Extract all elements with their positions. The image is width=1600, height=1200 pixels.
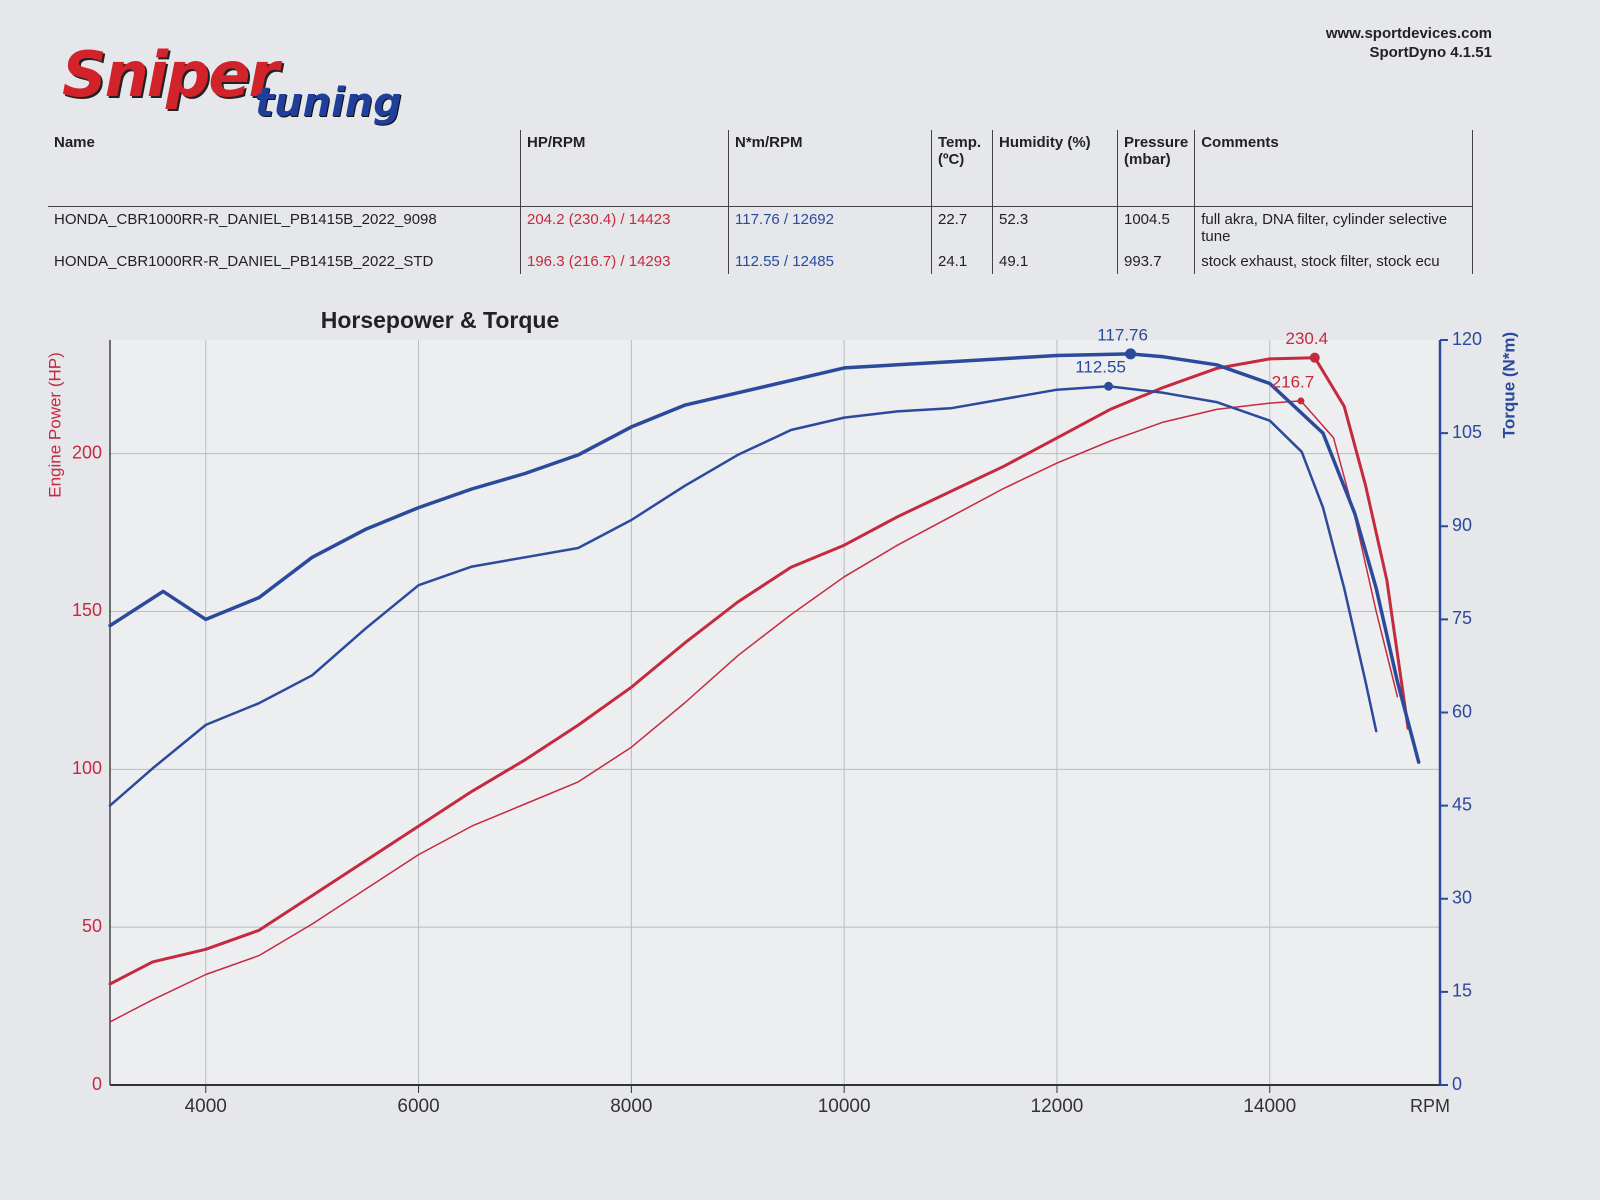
column-header: N*m/RPM — [728, 130, 932, 207]
y-tick-label: 150 — [72, 600, 102, 620]
table-cell: 1004.5 — [1117, 206, 1196, 249]
table-cell: HONDA_CBR1000RR-R_DANIEL_PB1415B_2022_90… — [48, 206, 521, 249]
x-tick-label: 4000 — [185, 1096, 227, 1117]
x-tick-label: 10000 — [818, 1096, 871, 1117]
table-cell: full akra, DNA filter, cylinder selectiv… — [1194, 206, 1474, 249]
column-header: Comments — [1194, 130, 1474, 207]
peak-marker — [1125, 348, 1137, 360]
y-tick-label: 0 — [92, 1074, 102, 1094]
data-line — [108, 356, 1410, 986]
results-table: Name HP/RPM N*m/RPM Temp. (ºC) Humidity (%) P… — [48, 130, 1474, 274]
chart-title: Horsepower & Torque — [321, 307, 560, 333]
plot-area — [110, 340, 1440, 1085]
column-header: Pressure (mbar) — [1117, 130, 1196, 207]
table-cell: 24.1 — [931, 249, 993, 274]
website: www.sportdevices.com — [1325, 25, 1492, 42]
y-tick-label: 200 — [72, 442, 102, 462]
table-cell: 22.7 — [931, 206, 993, 249]
x-tick-label: 6000 — [397, 1096, 439, 1117]
y2-tick-label: 90 — [1452, 515, 1472, 535]
y-tick-label: 50 — [82, 916, 102, 936]
column-header: Name — [48, 130, 521, 207]
peak-marker — [1309, 352, 1320, 363]
table-cell: 196.3 (216.7) / 14293 — [520, 249, 729, 274]
y2-tick-label: 120 — [1452, 329, 1482, 349]
table-cell: 117.76 / 12692 — [728, 206, 932, 249]
data-line — [108, 385, 1378, 807]
y2-tick-label: 105 — [1452, 422, 1482, 442]
y-tick-label: 100 — [72, 758, 102, 778]
header-row: Name HP/RPM N*m/RPM Temp. (ºC) Humidity (%) P… — [48, 130, 1474, 207]
software: SportDyno 4.1.51 — [1369, 44, 1492, 61]
data-line — [108, 352, 1421, 764]
y-axis-label: Engine Power (HP) — [45, 352, 64, 498]
x-tick-label: 8000 — [610, 1096, 652, 1117]
peak-label: 117.76 — [1097, 325, 1148, 344]
table-cell: 112.55 / 12485 — [728, 249, 932, 274]
y2-tick-label: 0 — [1452, 1074, 1462, 1094]
x-tick-label: 12000 — [1031, 1096, 1084, 1117]
logo: Sniper — [62, 38, 279, 111]
y2-tick-label: 60 — [1452, 701, 1472, 721]
peak-marker — [1297, 397, 1305, 405]
peak-label: 112.55 — [1075, 358, 1126, 377]
y2-tick-label: 45 — [1452, 794, 1472, 814]
table-cell: stock exhaust, stock filter, stock ecu — [1194, 249, 1474, 274]
column-header: Humidity (%) — [992, 130, 1118, 207]
table-cell: 993.7 — [1117, 249, 1196, 274]
peak-marker — [1104, 381, 1114, 391]
header-info: www.sportdevices.com SportDyno 4.1.51 — [1326, 24, 1492, 62]
x-tick-label: 14000 — [1243, 1096, 1296, 1117]
peak-label: 216.7 — [1272, 372, 1315, 391]
y2-tick-label: 30 — [1452, 888, 1472, 908]
table-row: HONDA_CBR1000RR-R_DANIEL_PB1415B_2022_ST… — [48, 249, 1474, 274]
y2-axis-label: Torque (N*m) — [1499, 332, 1518, 438]
column-header: HP/RPM — [520, 130, 729, 207]
data-line — [109, 400, 1399, 1023]
logo-sub: tuning — [255, 80, 402, 126]
table-cell: 49.1 — [992, 249, 1118, 274]
table-cell: HONDA_CBR1000RR-R_DANIEL_PB1415B_2022_ST… — [48, 249, 521, 274]
y2-tick-label: 15 — [1452, 981, 1472, 1001]
x-axis-label: RPM — [1410, 1096, 1450, 1116]
table-row: HONDA_CBR1000RR-R_DANIEL_PB1415B_2022_90… — [48, 206, 1474, 249]
column-header: Temp. (ºC) — [931, 130, 993, 207]
table-cell: 204.2 (230.4) / 14423 — [520, 206, 729, 249]
y2-tick-label: 75 — [1452, 608, 1472, 628]
table-cell: 52.3 — [992, 206, 1118, 249]
peak-label: 230.4 — [1285, 329, 1328, 348]
